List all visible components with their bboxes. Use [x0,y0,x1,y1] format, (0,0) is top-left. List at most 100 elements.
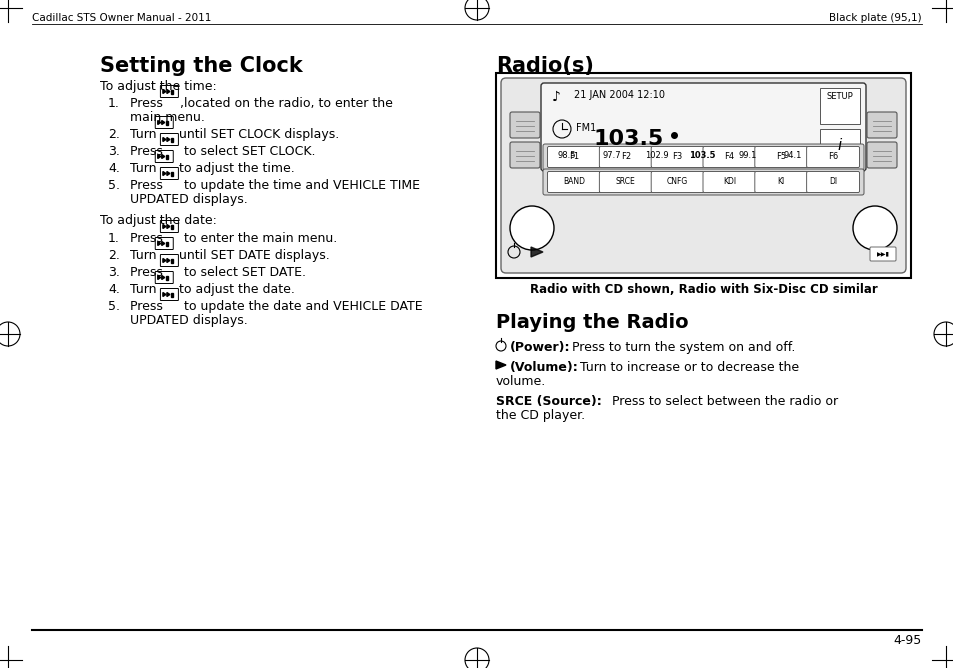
FancyBboxPatch shape [155,271,173,283]
Polygon shape [167,224,170,228]
FancyBboxPatch shape [160,134,178,146]
FancyBboxPatch shape [155,238,173,250]
Text: FM1: FM1 [576,123,596,133]
Text: 97.7: 97.7 [601,152,620,160]
FancyBboxPatch shape [155,116,173,128]
FancyBboxPatch shape [155,150,173,162]
FancyBboxPatch shape [866,112,896,138]
FancyBboxPatch shape [510,112,539,138]
Text: 3.: 3. [108,266,120,279]
Text: BAND: BAND [562,178,584,186]
Text: UPDATED displays.: UPDATED displays. [130,193,248,206]
FancyBboxPatch shape [542,144,863,170]
Polygon shape [162,275,165,279]
FancyBboxPatch shape [160,220,178,232]
Text: 1.: 1. [108,232,120,245]
FancyBboxPatch shape [651,146,703,168]
Polygon shape [171,293,172,297]
Text: To adjust the date:: To adjust the date: [100,214,216,227]
Polygon shape [167,172,170,176]
Text: 1.: 1. [108,97,120,110]
Polygon shape [166,242,168,246]
Text: 3.: 3. [108,145,120,158]
FancyBboxPatch shape [754,172,807,192]
Text: Turn: Turn [130,283,160,296]
Polygon shape [166,154,168,158]
FancyBboxPatch shape [806,146,859,168]
FancyBboxPatch shape [547,172,599,192]
Polygon shape [157,154,161,158]
Bar [679,148,723,164]
Text: until SET CLOCK displays.: until SET CLOCK displays. [174,128,338,141]
Polygon shape [167,90,170,94]
Polygon shape [163,138,166,142]
Polygon shape [167,138,170,142]
Polygon shape [166,120,168,124]
FancyBboxPatch shape [598,146,652,168]
Text: Radio(s): Radio(s) [496,56,594,76]
Text: 94.1: 94.1 [782,152,801,160]
Polygon shape [163,90,166,94]
Text: (Power):: (Power): [510,341,570,354]
Polygon shape [171,259,172,263]
Text: SRCE: SRCE [616,178,635,186]
Text: Press: Press [130,266,167,279]
Circle shape [510,206,554,250]
Bar [820,129,859,164]
FancyBboxPatch shape [806,172,859,192]
Text: F3: F3 [672,152,682,162]
Text: 4.: 4. [108,283,120,296]
Text: SRCE (Source):: SRCE (Source): [496,395,601,408]
Text: Radio with CD shown, Radio with Six-Disc CD similar: Radio with CD shown, Radio with Six-Disc… [529,283,877,296]
Bar [496,73,910,278]
Text: F5: F5 [776,152,785,162]
Text: Turn: Turn [130,128,160,141]
Polygon shape [162,242,165,246]
Text: to update the date and VEHICLE DATE: to update the date and VEHICLE DATE [180,300,422,313]
Text: 2.: 2. [108,249,120,262]
Polygon shape [157,275,161,279]
FancyBboxPatch shape [598,172,652,192]
Text: 102.9: 102.9 [644,152,668,160]
FancyBboxPatch shape [866,142,896,168]
Polygon shape [162,120,165,124]
Text: to update the time and VEHICLE TIME: to update the time and VEHICLE TIME [180,179,419,192]
Text: 5.: 5. [108,179,120,192]
Polygon shape [163,293,166,297]
Text: ,located on the radio, to enter the: ,located on the radio, to enter the [180,97,393,110]
FancyBboxPatch shape [547,146,599,168]
Text: 103.5: 103.5 [688,152,715,160]
Text: Turn to increase or to decrease the: Turn to increase or to decrease the [576,361,799,374]
Text: 4-95: 4-95 [893,634,921,647]
Text: 21 JAN 2004 12:10: 21 JAN 2004 12:10 [574,90,664,100]
FancyBboxPatch shape [160,86,178,98]
Text: Press to turn the system on and off.: Press to turn the system on and off. [567,341,795,354]
FancyBboxPatch shape [160,168,178,180]
Text: Black plate (95,1): Black plate (95,1) [828,13,921,23]
Text: (Volume):: (Volume): [510,361,578,374]
Bar [725,148,768,164]
Text: Playing the Radio: Playing the Radio [496,313,688,332]
FancyBboxPatch shape [651,172,703,192]
Text: SETUP: SETUP [825,92,853,101]
Text: CNFG: CNFG [666,178,687,186]
Text: Setting the Clock: Setting the Clock [100,56,302,76]
FancyBboxPatch shape [500,78,905,273]
Text: 99.1: 99.1 [738,152,756,160]
Bar [635,148,678,164]
Text: to adjust the time.: to adjust the time. [174,162,294,175]
Text: DI: DI [828,178,837,186]
Text: 103.5: 103.5 [594,129,663,149]
FancyBboxPatch shape [702,172,755,192]
Text: F6: F6 [827,152,838,162]
FancyBboxPatch shape [160,255,178,267]
Polygon shape [163,259,166,263]
Text: Press: Press [130,232,167,245]
Text: 5.: 5. [108,300,120,313]
FancyBboxPatch shape [869,247,895,261]
Text: to select SET DATE.: to select SET DATE. [180,266,306,279]
Text: Press: Press [130,145,167,158]
Text: Turn: Turn [130,249,160,262]
Text: Cadillac STS Owner Manual - 2011: Cadillac STS Owner Manual - 2011 [32,13,212,23]
Text: To adjust the time:: To adjust the time: [100,80,216,93]
